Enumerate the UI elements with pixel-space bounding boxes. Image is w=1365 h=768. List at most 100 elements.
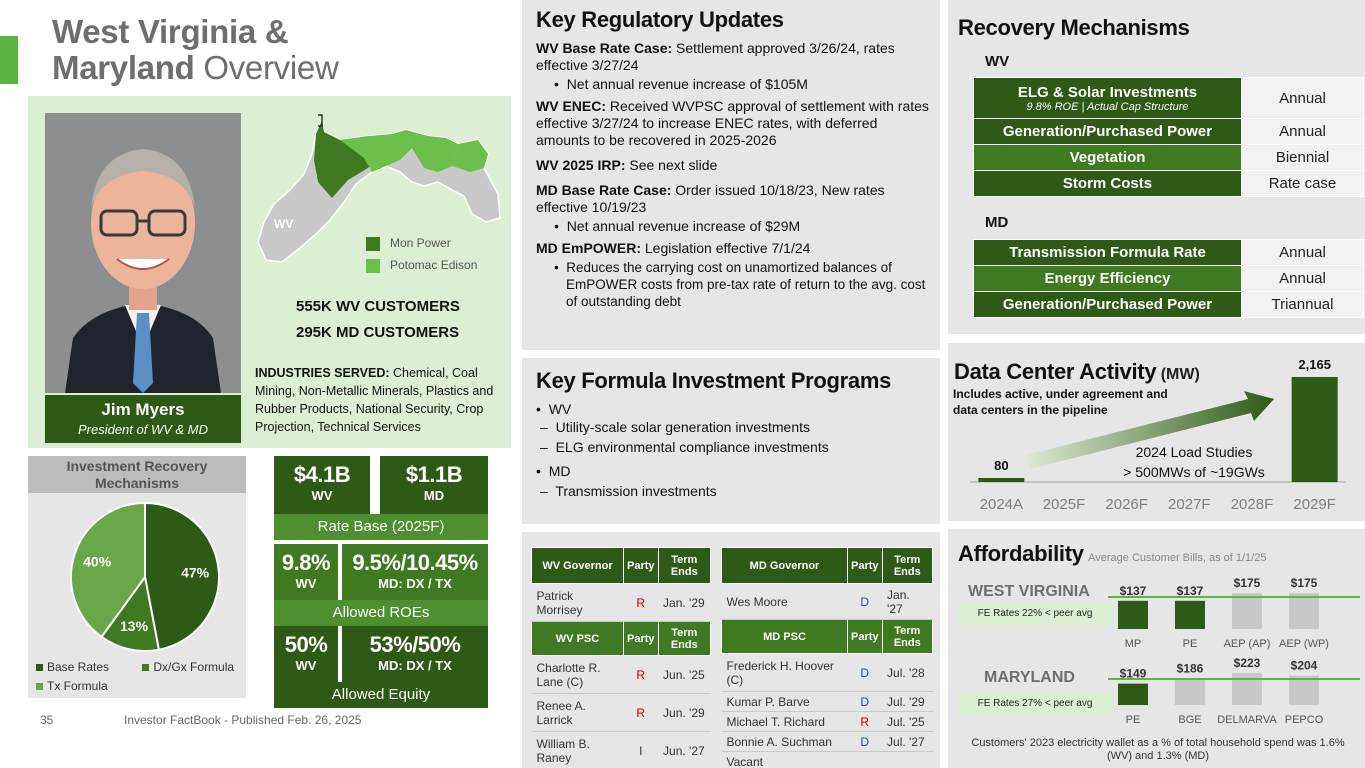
map-label-wv: WV bbox=[274, 217, 293, 231]
table-row: Patrick Morrisey R Jan. '29 bbox=[531, 583, 711, 622]
md-aff-value-2: $223 bbox=[1234, 656, 1261, 670]
load-studies-note-2: > 500MWs of ~19GWs bbox=[1123, 464, 1265, 480]
dc-bar-5 bbox=[1291, 377, 1338, 482]
table-row: Michael T. Richard R Jul. '25 bbox=[721, 711, 933, 732]
map-label-md: MD bbox=[440, 151, 459, 165]
pie-slice-1 bbox=[100, 574, 161, 652]
md-rates-badge: FE Rates 27% < peer avg bbox=[958, 693, 1112, 715]
dc-tick-1: 2025F bbox=[1043, 496, 1086, 513]
key-regulatory-panel bbox=[522, 0, 940, 350]
wv-aff-value-1: $137 bbox=[1177, 584, 1204, 598]
reg-item: WV ENEC: Received WVPSC approval of sett… bbox=[536, 98, 929, 148]
md-aff-bar-2 bbox=[1232, 673, 1262, 705]
reg-bullet: • Reduces the carrying cost on unamortiz… bbox=[554, 260, 926, 309]
table-row: Vacant bbox=[721, 751, 933, 768]
dc-tick-2: 2026F bbox=[1105, 496, 1148, 513]
table-row: Energy Efficiency Annual bbox=[973, 265, 1364, 292]
wv-aff-value-2: $175 bbox=[1234, 576, 1261, 590]
wv-aff-bar-1 bbox=[1175, 600, 1205, 629]
tile-roe-md: 9.5%/10.45% MD: DX / TX bbox=[342, 544, 488, 600]
formula-item: – Transmission investments bbox=[540, 483, 717, 499]
executive-portrait-graphic bbox=[45, 113, 241, 393]
md-aff-value-3: $204 bbox=[1291, 659, 1318, 673]
key-formula-list: • WV – Utility-scale solar generation in… bbox=[536, 398, 829, 502]
reg-bullet: • Net annual revenue increase of $29M bbox=[554, 218, 801, 234]
dc-value-5: 2,165 bbox=[1298, 357, 1331, 372]
reg-item: WV 2025 IRP: See next slide bbox=[536, 157, 718, 173]
pie-label-0: 47% bbox=[181, 564, 210, 580]
recovery-wv-table: ELG & Solar Investments 9.8% ROE | Actual… bbox=[973, 77, 1364, 197]
dc-tick-3: 2027F bbox=[1168, 496, 1211, 513]
reg-item: WV Base Rate Case: Settlement approved 3… bbox=[536, 40, 895, 73]
pie-slice-2 bbox=[70, 501, 146, 639]
md-aff-bar-0 bbox=[1118, 683, 1148, 705]
key-regulatory-title: Key Regulatory Updates bbox=[536, 7, 784, 32]
footer-text: Investor FactBook - Published Feb. 26, 2… bbox=[124, 713, 362, 727]
data-center-title: Data Center Activity (MW) bbox=[954, 359, 1200, 384]
wv-aff-bar-0 bbox=[1118, 600, 1148, 629]
md-customers: 295K MD CUSTOMERS bbox=[296, 324, 460, 341]
wv-rates-badge: FE Rates 22% < peer avg bbox=[958, 603, 1112, 625]
table-row: Transmission Formula Rate Annual bbox=[973, 239, 1364, 266]
wv-customers: 555K WV CUSTOMERS bbox=[296, 298, 460, 315]
table-row: Renee A. Larrick R Jun. '29 bbox=[531, 693, 711, 732]
wv-affordability-label: WEST VIRGINIA bbox=[968, 583, 1090, 600]
affordability-footnote: Customers' 2023 electricity wallet as a … bbox=[971, 737, 1345, 762]
key-formula-panel bbox=[522, 358, 940, 524]
service-territory-map: MD WV bbox=[257, 114, 501, 263]
reg-item: MD EmPOWER: Legislation effective 7/1/24 bbox=[536, 240, 811, 256]
legend-dxgx-formula: Dx/Gx Formula bbox=[142, 658, 234, 677]
table-row: Bonnie A. Suchman D Jul. '27 bbox=[721, 731, 933, 752]
table-row: Generation/Purchased Power Triannual bbox=[973, 291, 1364, 318]
affordability-chart: $137 MP $137 PE $175 AEP (AP) $175 AEP (WP) $14… bbox=[1108, 576, 1360, 726]
pie-slice-0 bbox=[144, 501, 220, 651]
md-aff-tick-1: BGE bbox=[1178, 714, 1201, 726]
affordability-panel bbox=[948, 529, 1365, 768]
table-row: Charlotte R. Lane (C) R Jun. '25 bbox=[531, 655, 711, 694]
load-studies-note-1: 2024 Load Studies bbox=[1136, 444, 1253, 460]
reg-item: MD Base Rate Case: Order issued 10/18/23… bbox=[536, 182, 885, 215]
md-aff-value-1: $186 bbox=[1177, 661, 1204, 675]
dc-value-0: 80 bbox=[994, 458, 1008, 473]
table-row: Frederick H. Hoover (C) D Jul. '28 bbox=[721, 653, 933, 692]
executive-role: President of WV & MD bbox=[77, 422, 209, 437]
accent-bar bbox=[0, 36, 18, 84]
investment-recovery-pie: 47% 13% 40% bbox=[70, 501, 220, 652]
dc-tick-0: 2024A bbox=[980, 496, 1023, 513]
md-aff-tick-0: PE bbox=[1126, 714, 1141, 726]
key-formula-title: Key Formula Investment Programs bbox=[536, 368, 892, 393]
wv-aff-bar-3 bbox=[1289, 593, 1319, 629]
legend-item-mon-power: Mon Power bbox=[366, 232, 477, 254]
md-governance-table: MD Governor Party Term Ends Wes Moore D Jan.… bbox=[721, 547, 934, 768]
executive-name-box: Jim Myers President of WV & MD bbox=[45, 395, 241, 443]
reg-bullet: • Net annual revenue increase of $105M bbox=[554, 76, 808, 92]
dc-bar-0 bbox=[978, 478, 1025, 482]
affordability-title: Affordability Average Customer Bills, as… bbox=[958, 541, 1267, 566]
legend-item-potomac-edison: Potomac Edison bbox=[366, 254, 477, 276]
data-center-chart: 2024 Load Studies > 500MWs of ~19GWs 202… bbox=[970, 357, 1346, 513]
wv-aff-value-3: $175 bbox=[1291, 576, 1318, 590]
formula-item: – ELG environmental compliance investmen… bbox=[540, 439, 829, 455]
customer-counts: 555K WV CUSTOMERS 295K MD CUSTOMERS bbox=[296, 294, 460, 346]
formula-item: • MD bbox=[536, 463, 571, 479]
industries-served: INDUSTRIES SERVED: Chemical, Coal Mining… bbox=[255, 366, 494, 434]
md-aff-tick-3: PEPCO bbox=[1285, 714, 1324, 726]
formula-item: – Utility-scale solar generation investm… bbox=[540, 419, 811, 435]
formula-item: • WV bbox=[536, 401, 572, 417]
md-aff-bar-3 bbox=[1289, 675, 1319, 705]
wv-governance-table: WV Governor Party Term Ends Patrick Morris… bbox=[531, 547, 712, 768]
investment-recovery-title: Investment Recovery Mechanisms bbox=[28, 456, 246, 493]
data-center-subtitle: Includes active, under agreement and dat… bbox=[953, 387, 1168, 417]
table-row: Kumar P. Barve D Jul. '29 bbox=[721, 691, 933, 712]
table-row: William B. Raney I Jun. '27 bbox=[531, 731, 711, 768]
rate-base-label: Rate Base (2025F) bbox=[274, 514, 488, 540]
wv-aff-tick-1: PE bbox=[1183, 638, 1198, 650]
table-row: Vegetation Biennial bbox=[973, 144, 1364, 171]
recovery-md-label: MD bbox=[985, 214, 1009, 231]
pie-label-1: 13% bbox=[120, 618, 149, 634]
table-row: Wes Moore D Jan. '27 bbox=[721, 583, 933, 620]
table-row: Storm Costs Rate case bbox=[973, 170, 1364, 197]
dc-tick-4: 2028F bbox=[1231, 496, 1274, 513]
recovery-mechanisms-title: Recovery Mechanisms bbox=[958, 15, 1190, 40]
md-aff-tick-2: DELMARVA bbox=[1217, 714, 1277, 726]
